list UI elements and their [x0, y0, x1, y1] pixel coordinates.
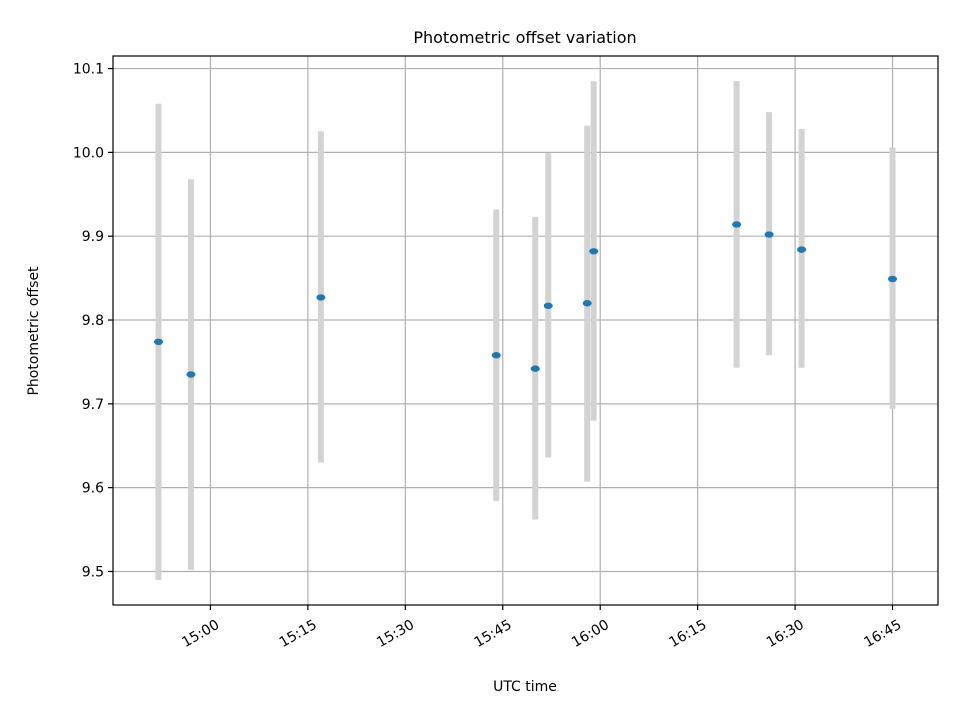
data-point: [582, 300, 592, 307]
data-point: [316, 294, 326, 301]
x-tick-label: 16:15: [666, 617, 709, 651]
x-tick-label: 15:00: [179, 617, 222, 651]
point-layer: [153, 221, 898, 378]
data-point: [797, 246, 807, 253]
y-axis-label: Photometric offset: [26, 266, 42, 396]
data-point: [530, 365, 540, 372]
grid-layer: [113, 56, 938, 605]
data-point: [732, 221, 742, 228]
x-tick-label: 16:30: [764, 617, 807, 651]
y-tick-label: 9.7: [82, 397, 104, 413]
y-tick-label: 9.6: [82, 481, 104, 497]
x-tick-label: 15:15: [277, 617, 320, 651]
y-tick-label: 9.5: [82, 564, 104, 580]
x-tick-label: 16:45: [861, 617, 904, 651]
data-point: [764, 231, 774, 238]
x-tick-label: 15:45: [472, 617, 515, 651]
data-point: [153, 338, 163, 346]
data-point: [589, 248, 599, 255]
axis-layer: 15:00 15:15 15:30 15:45 16:00 16:15 16:30 16:45…: [73, 62, 904, 651]
data-point: [186, 371, 196, 378]
y-tick-label: 9.9: [82, 229, 104, 245]
data-point: [888, 275, 898, 283]
x-axis-label: UTC time: [493, 679, 557, 695]
errorbar-layer: [155, 81, 896, 580]
y-tick-label: 10.1: [73, 62, 104, 78]
y-tick-label: 9.8: [82, 313, 104, 329]
plot-frame: [112, 55, 939, 606]
data-point: [491, 352, 501, 359]
x-tick-label: 15:30: [374, 617, 417, 651]
x-tick-label: 16:00: [569, 617, 612, 651]
chart-title: Photometric offset variation: [413, 28, 636, 47]
data-point: [543, 302, 553, 309]
y-tick-label: 10.0: [73, 145, 104, 161]
